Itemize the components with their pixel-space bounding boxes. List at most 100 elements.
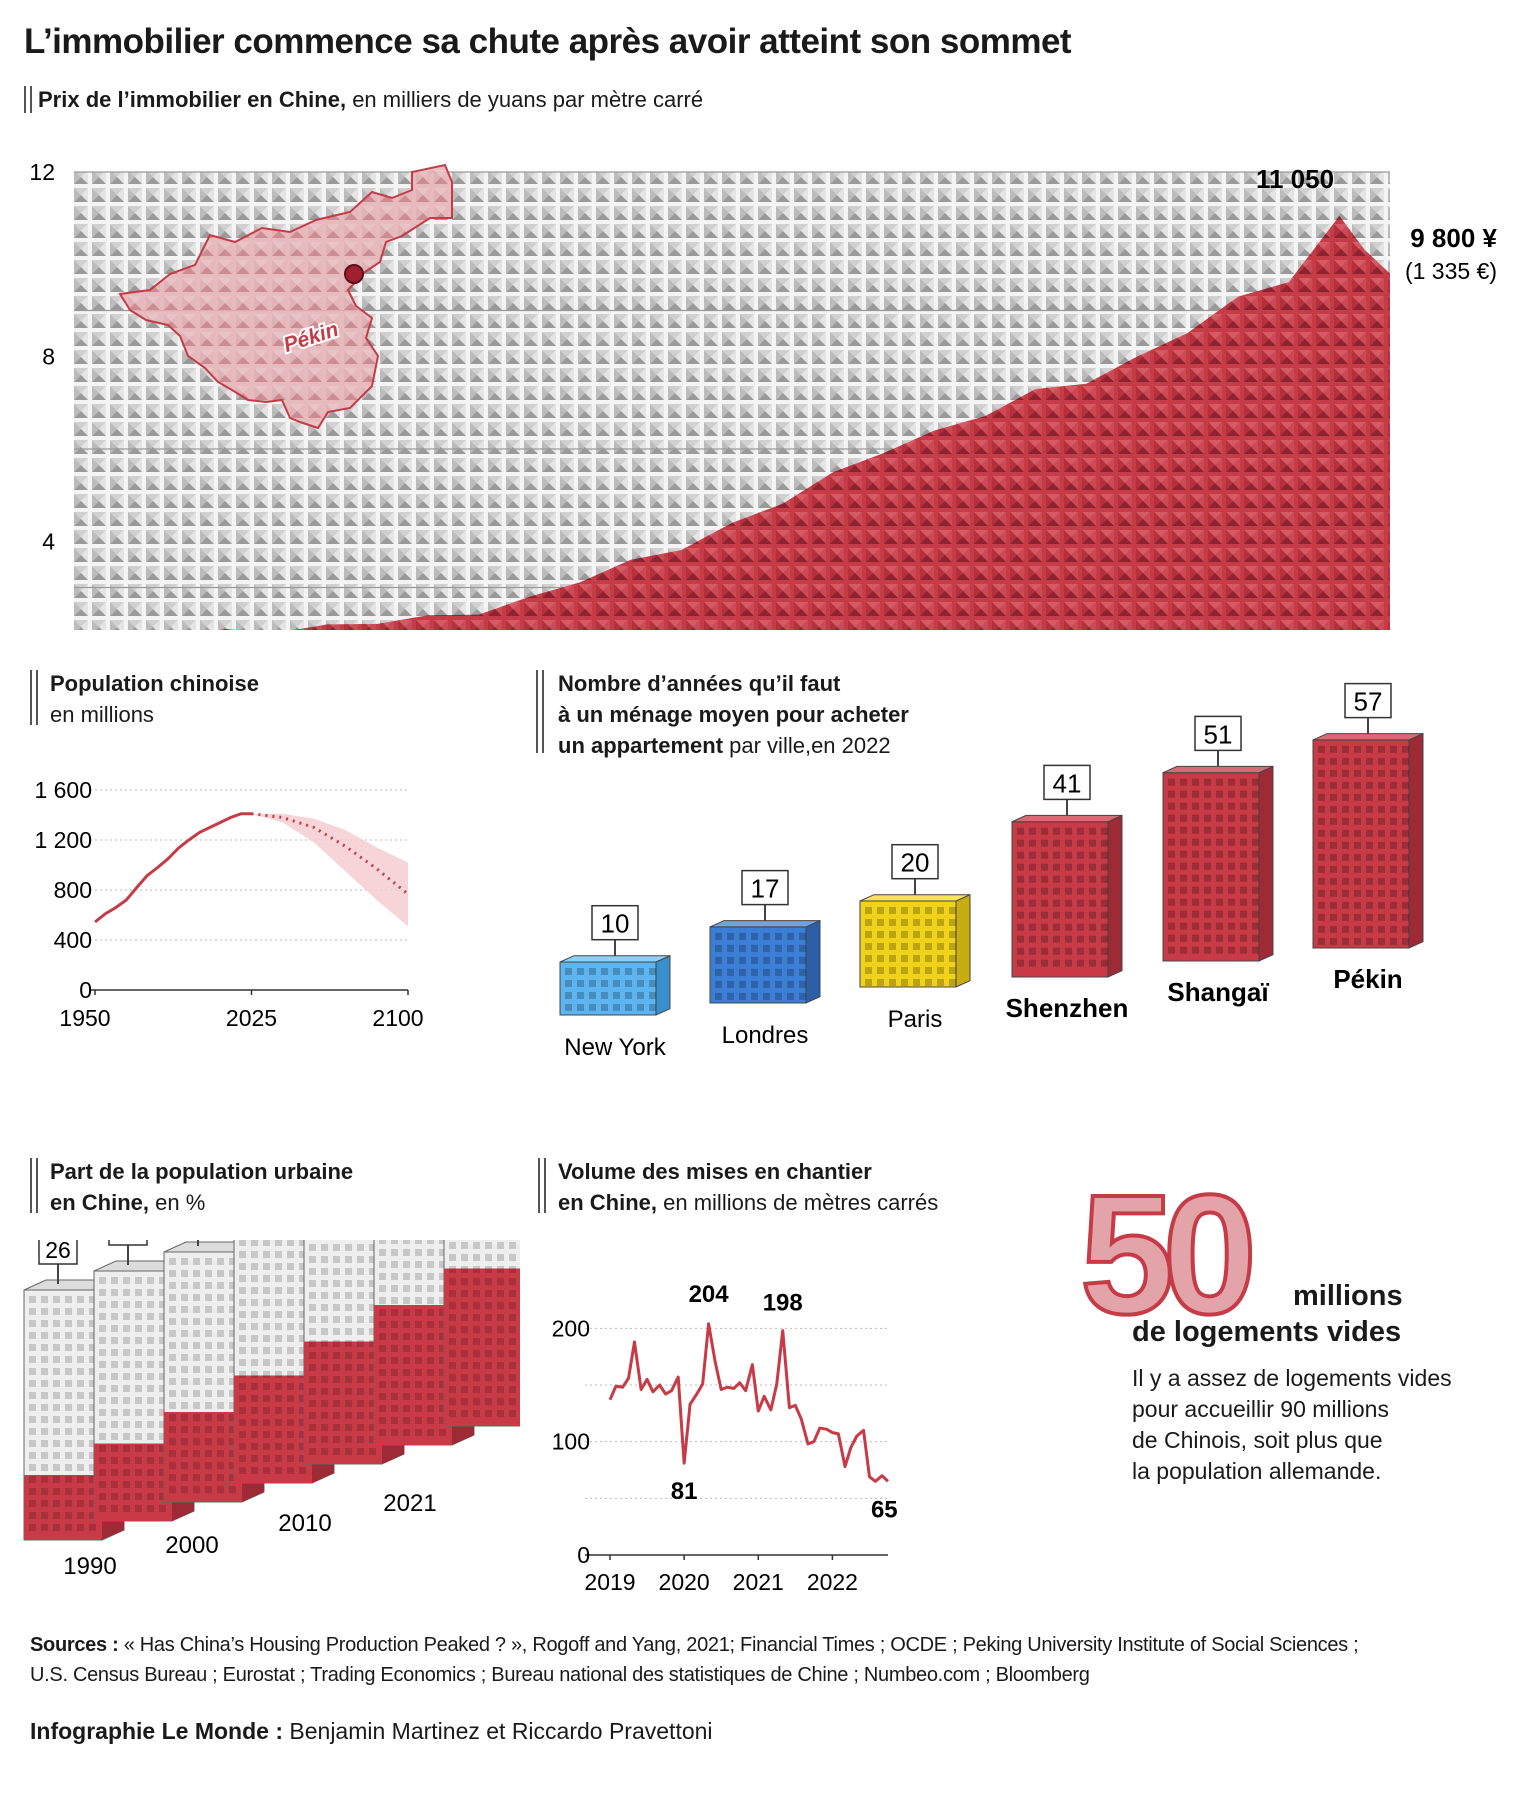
city-label: Paris xyxy=(888,1006,943,1033)
vacant-number-graphic: 50 xyxy=(1080,1175,1265,1325)
y-tick-label: 0 xyxy=(577,1542,590,1568)
value-label: 51 xyxy=(1204,719,1233,749)
urban-title-line1: Part de la population urbaine xyxy=(50,1156,353,1187)
years-title-line2: à un ménage moyen pour acheter xyxy=(558,699,909,730)
years-title-marker xyxy=(536,670,544,753)
vacant-text-line: pour accueillir 90 millions xyxy=(1132,1396,1389,1422)
construction-title-marker xyxy=(538,1158,546,1213)
y-tick-label: 1 600 xyxy=(34,777,92,803)
vacant-text-line: la population allemande. xyxy=(1132,1458,1382,1484)
population-projection-band xyxy=(251,813,408,927)
credit-label: Infographie Le Monde : xyxy=(30,1718,283,1744)
urban-chart: 263136434956631990200020102021 xyxy=(23,1240,520,1580)
city-building xyxy=(859,893,971,988)
value-label: 26 xyxy=(45,1240,71,1263)
urban-title-marker xyxy=(30,1158,38,1213)
credit-authors: Benjamin Martinez et Riccardo Pravettoni xyxy=(283,1718,713,1744)
beijing-dot xyxy=(344,264,364,284)
vacant-number: 50 xyxy=(1080,1175,1251,1325)
population-title: Population chinoise xyxy=(50,668,259,699)
population-title-marker xyxy=(30,670,38,725)
construction-title-line1-text: Volume des mises en chantier xyxy=(558,1159,872,1184)
vacant-text: Il y a assez de logements vides pour acc… xyxy=(1132,1363,1452,1487)
city-label: Shangaï xyxy=(1167,977,1269,1007)
y-tick-label: 800 xyxy=(54,877,92,903)
x-label: 2010 xyxy=(278,1510,331,1537)
urban-title-line1-text: Part de la population urbaine xyxy=(50,1159,354,1184)
x-tick-label: 2021 xyxy=(733,1569,784,1595)
construction-line xyxy=(608,1322,890,1483)
x-tick-label: 1950 xyxy=(59,1005,110,1031)
years-title-line3-bold: un appartement xyxy=(558,733,724,758)
sources-label: Sources : xyxy=(30,1634,119,1656)
value-label: 10 xyxy=(601,909,630,939)
x-tick-label: 2100 xyxy=(372,1005,423,1031)
sources-line2: U.S. Census Bureau ; Eurostat ; Trading … xyxy=(30,1664,1090,1686)
value-box xyxy=(1043,764,1091,801)
vacant-text-line: de Chinois, soit plus que xyxy=(1132,1427,1383,1453)
population-title-text: Population chinoise xyxy=(50,671,260,696)
value-box xyxy=(891,843,939,880)
construction-title-line2-bold: en Chine, xyxy=(558,1190,658,1215)
city-label: Pékin xyxy=(1333,964,1402,994)
main-chart-subtitle-unit: en milliers de yuans par mètre carré xyxy=(346,87,704,112)
y-tick-label: 8 xyxy=(42,344,55,370)
x-tick-label: 2019 xyxy=(584,1569,635,1595)
y-tick-label: 200 xyxy=(552,1315,590,1341)
population-unit: en millions xyxy=(50,702,154,727)
value-box xyxy=(1344,682,1392,719)
value-box xyxy=(38,1240,78,1265)
years-title-line3-rest: par ville,en 2022 xyxy=(723,733,891,758)
price-area xyxy=(220,215,1390,630)
construction-title-line1: Volume des mises en chantier xyxy=(558,1156,872,1187)
years-title-line3: un appartement par ville,en 2022 xyxy=(558,730,891,761)
population-line xyxy=(94,812,252,924)
city-label: Londres xyxy=(722,1022,809,1049)
main-chart-subtitle-bold: Prix de l’immobilier en Chine, xyxy=(38,87,347,112)
value-box xyxy=(1194,715,1242,752)
value-label: 41 xyxy=(1053,768,1082,798)
value-label: 57 xyxy=(1354,687,1383,717)
y-tick-label: 400 xyxy=(54,927,92,953)
value-label: 17 xyxy=(751,874,780,904)
peak-label: 11 050 xyxy=(1256,164,1334,194)
value-box xyxy=(108,1240,148,1246)
x-label: 2000 xyxy=(165,1532,218,1559)
x-label: 1990 xyxy=(63,1553,116,1580)
vacant-label: de logements vides xyxy=(1132,1316,1402,1348)
x-tick-label: 2022 xyxy=(807,1569,858,1595)
sources: Sources : « Has China’s Housing Producti… xyxy=(30,1630,1359,1690)
years-title-line2-text: à un ménage moyen pour acheter xyxy=(558,702,909,727)
y-tick-label: 4 xyxy=(42,528,55,554)
urban-title-line2-bold: en Chine, xyxy=(50,1190,150,1215)
years-title-line1-text: Nombre d’années qu’il faut xyxy=(558,671,841,696)
value-label: 20 xyxy=(901,848,930,878)
current-price-eur: (1 335 €) xyxy=(1405,258,1497,284)
vacant-unit: millions xyxy=(1293,1280,1403,1312)
subtitle-marker xyxy=(24,86,32,113)
main-chart-subtitle: Prix de l’immobilier en Chine, en millie… xyxy=(38,84,703,115)
city-building xyxy=(1162,765,1274,962)
construction-title-line2-rest: en millions de mètres carrés xyxy=(657,1190,939,1215)
annotation-label: 81 xyxy=(671,1478,698,1505)
current-price-label: 9 800 ¥ xyxy=(1410,223,1497,253)
value-box xyxy=(591,904,639,941)
credit: Infographie Le Monde : Benjamin Martinez… xyxy=(30,1718,713,1745)
annotation-label: 65 xyxy=(871,1496,898,1523)
urban-building xyxy=(443,1240,520,1427)
page-title: L’immobilier commence sa chute après avo… xyxy=(24,22,1072,61)
value-label: 31 xyxy=(115,1240,141,1244)
x-tick-label: 2025 xyxy=(226,1005,277,1031)
y-tick-label: 100 xyxy=(552,1429,590,1455)
china-map xyxy=(118,163,453,430)
x-tick-label: 2020 xyxy=(659,1569,710,1595)
y-tick-label: 1 200 xyxy=(34,827,92,853)
construction-title-line2: en Chine, en millions de mètres carrés xyxy=(558,1187,938,1218)
value-box xyxy=(741,869,789,906)
y-tick-label: 0 xyxy=(79,977,92,1003)
city-label: New York xyxy=(564,1034,666,1061)
city-label: Shenzhen xyxy=(1006,993,1129,1023)
urban-building xyxy=(93,1260,195,1522)
